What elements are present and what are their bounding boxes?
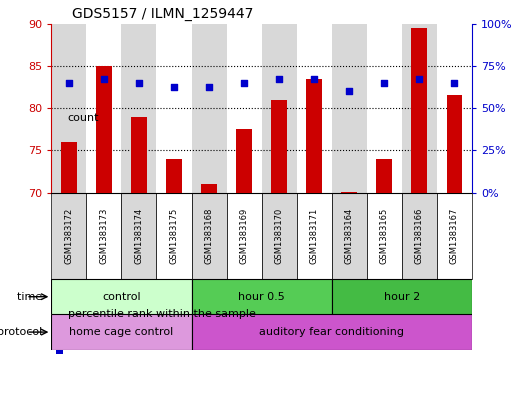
Point xyxy=(275,75,283,82)
Bar xyxy=(86,193,122,279)
Text: hour 2: hour 2 xyxy=(384,292,420,302)
Text: GSM1383166: GSM1383166 xyxy=(415,208,424,264)
Text: hour 0.5: hour 0.5 xyxy=(238,292,285,302)
Bar xyxy=(262,193,297,279)
Text: GSM1383164: GSM1383164 xyxy=(345,208,354,264)
Text: GSM1383173: GSM1383173 xyxy=(100,208,108,264)
Point xyxy=(345,88,353,94)
Bar xyxy=(411,28,427,393)
Text: count: count xyxy=(68,113,99,123)
Bar xyxy=(61,142,77,393)
Bar xyxy=(131,116,147,393)
Text: GSM1383174: GSM1383174 xyxy=(134,208,144,264)
Bar xyxy=(51,279,191,314)
Bar xyxy=(227,193,262,279)
Bar xyxy=(191,193,227,279)
Bar xyxy=(297,24,332,193)
Text: GSM1383175: GSM1383175 xyxy=(169,208,179,264)
Bar xyxy=(56,236,63,354)
Bar xyxy=(86,24,122,193)
Text: auditory fear conditioning: auditory fear conditioning xyxy=(259,327,404,337)
Bar xyxy=(402,24,437,193)
Text: GSM1383171: GSM1383171 xyxy=(310,208,319,264)
Bar xyxy=(191,314,472,350)
Text: control: control xyxy=(102,292,141,302)
Text: percentile rank within the sample: percentile rank within the sample xyxy=(68,309,255,320)
Point xyxy=(240,79,248,86)
Bar xyxy=(122,193,156,279)
Bar xyxy=(236,129,252,393)
Bar xyxy=(437,24,472,193)
Point xyxy=(415,75,423,82)
Point xyxy=(135,79,143,86)
Bar xyxy=(122,24,156,193)
Text: GDS5157 / ILMN_1259447: GDS5157 / ILMN_1259447 xyxy=(72,7,254,21)
Bar xyxy=(306,79,322,393)
Bar xyxy=(51,193,86,279)
Bar xyxy=(377,159,392,393)
Point xyxy=(65,79,73,86)
Point xyxy=(205,84,213,90)
Text: GSM1383168: GSM1383168 xyxy=(205,208,213,264)
Bar xyxy=(271,99,287,393)
Bar xyxy=(367,24,402,193)
Text: protocol: protocol xyxy=(0,327,46,337)
Bar xyxy=(201,184,217,393)
Text: GSM1383169: GSM1383169 xyxy=(240,208,249,264)
Text: home cage control: home cage control xyxy=(69,327,173,337)
Point xyxy=(380,79,388,86)
Bar xyxy=(96,66,112,393)
Text: GSM1383165: GSM1383165 xyxy=(380,208,389,264)
Bar xyxy=(332,279,472,314)
Bar xyxy=(51,314,191,350)
Text: time: time xyxy=(17,292,46,302)
Bar xyxy=(156,24,191,193)
Bar xyxy=(156,193,191,279)
Bar xyxy=(332,24,367,193)
Bar xyxy=(56,39,63,157)
Text: GSM1383167: GSM1383167 xyxy=(450,208,459,264)
Bar xyxy=(437,193,472,279)
Bar xyxy=(191,279,332,314)
Point xyxy=(310,75,318,82)
Text: GSM1383170: GSM1383170 xyxy=(274,208,284,264)
Bar xyxy=(191,24,227,193)
Point xyxy=(450,79,459,86)
Bar xyxy=(446,95,462,393)
Bar xyxy=(332,193,367,279)
Bar xyxy=(51,24,86,193)
Bar xyxy=(402,193,437,279)
Point xyxy=(100,75,108,82)
Bar xyxy=(166,159,182,393)
Point xyxy=(170,84,178,90)
Text: GSM1383172: GSM1383172 xyxy=(64,208,73,264)
Bar xyxy=(341,192,357,393)
Bar xyxy=(227,24,262,193)
Bar xyxy=(367,193,402,279)
Bar xyxy=(262,24,297,193)
Bar xyxy=(297,193,332,279)
